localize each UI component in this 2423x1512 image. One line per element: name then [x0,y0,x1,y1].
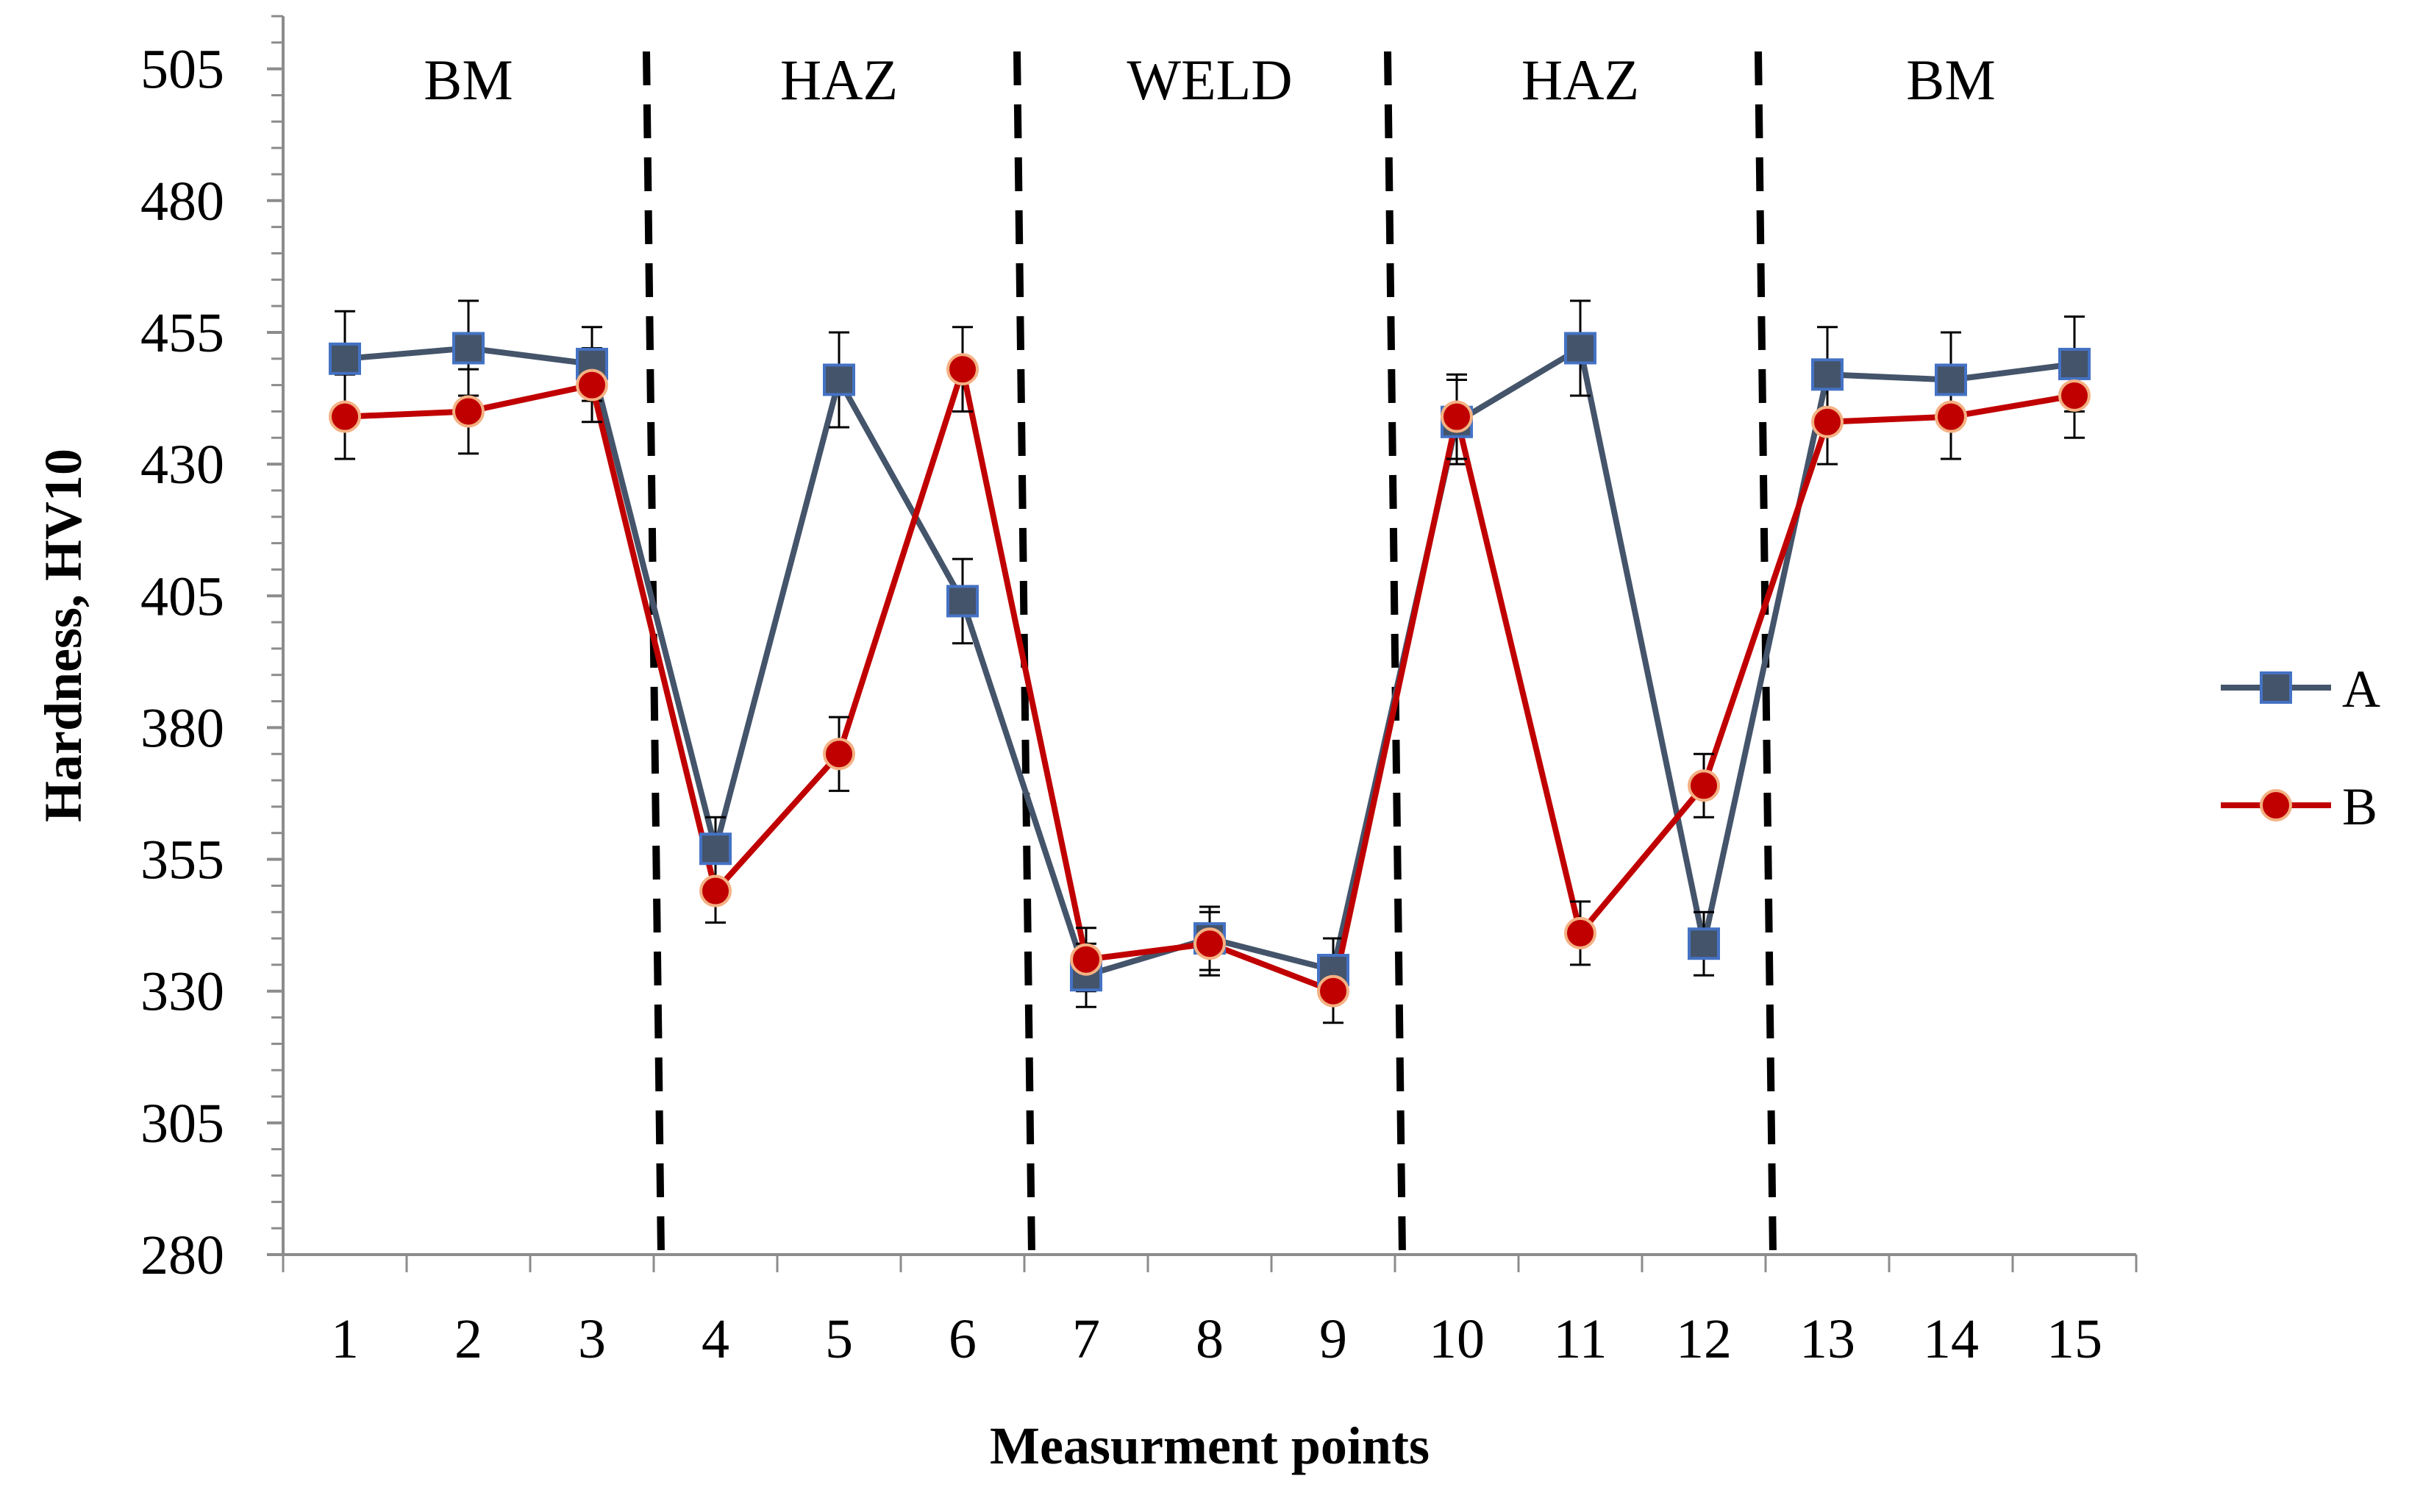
legend-marker-B [2260,789,2292,821]
y-tick-label: 380 [140,697,224,759]
data-point-B [452,395,485,428]
data-point-B [1441,400,1473,433]
legend-label-B: B [2342,777,2377,836]
x-tick-label: 5 [825,1308,853,1370]
data-point-B [2058,379,2091,412]
x-tick-label: 1 [331,1308,359,1370]
y-tick-label: 455 [140,302,224,364]
data-point-B [1811,405,1844,438]
y-tick-label: 480 [140,171,224,232]
data-point-B [576,368,608,402]
data-point-B [1564,916,1596,949]
y-tick-label: 405 [140,566,224,627]
y-tick-label: 355 [140,830,224,891]
x-tick-label: 7 [1072,1308,1100,1370]
x-tick-label: 14 [1923,1308,1979,1370]
legend: AB [2221,660,2380,836]
series-group [329,299,2091,1024]
y-tick-label: 505 [140,39,224,101]
x-tick-label: 9 [1319,1308,1347,1370]
series-line-B [344,366,2075,994]
data-point-B [823,738,855,771]
x-tick-label: 6 [949,1308,977,1370]
x-tick-label: 3 [578,1308,606,1370]
data-point-B [699,874,732,907]
data-point-B [1317,974,1349,1008]
y-tick-label: 280 [140,1224,224,1286]
x-axis-title: Measurment points [990,1416,1430,1475]
data-point-A [1688,927,1720,960]
data-point-A [1564,332,1596,365]
data-point-A [2058,347,2091,380]
region-label: BM [1906,48,1995,112]
region-divider [643,51,665,1255]
x-tick-label: 8 [1196,1308,1224,1370]
y-tick-label: 430 [140,434,224,496]
data-point-B [1688,769,1720,802]
region-divider [1384,51,1406,1255]
y-axis-title: Hardness, HV10 [34,449,93,822]
data-point-A [946,585,979,618]
x-tick-label: 10 [1429,1308,1485,1370]
data-point-B [329,400,361,433]
data-point-B [1935,400,1967,433]
x-tick-label: 13 [1799,1308,1855,1370]
x-tick-label: 2 [454,1308,482,1370]
region-label: WELD [1127,48,1292,112]
data-point-B [946,353,979,386]
x-tick-label: 12 [1676,1308,1732,1370]
legend-label-A: A [2342,660,2380,718]
data-point-A [1935,363,1967,396]
y-tick-label: 330 [140,961,224,1023]
x-tick-label: 11 [1553,1308,1607,1370]
data-point-A [329,342,361,375]
data-point-B [1193,927,1226,960]
axes [267,15,2138,1272]
region-label: HAZ [780,48,898,112]
x-tick-label: 15 [2046,1308,2102,1370]
x-tick-label: 4 [702,1308,729,1370]
region-label: BM [424,48,513,112]
region-label: HAZ [1521,48,1639,112]
data-point-A [1811,358,1844,391]
data-point-A [823,363,855,396]
data-point-A [699,832,732,866]
data-point-B [1070,943,1102,976]
data-point-A [452,332,485,365]
y-tick-label: 305 [140,1093,224,1155]
legend-marker-A [2260,671,2292,704]
